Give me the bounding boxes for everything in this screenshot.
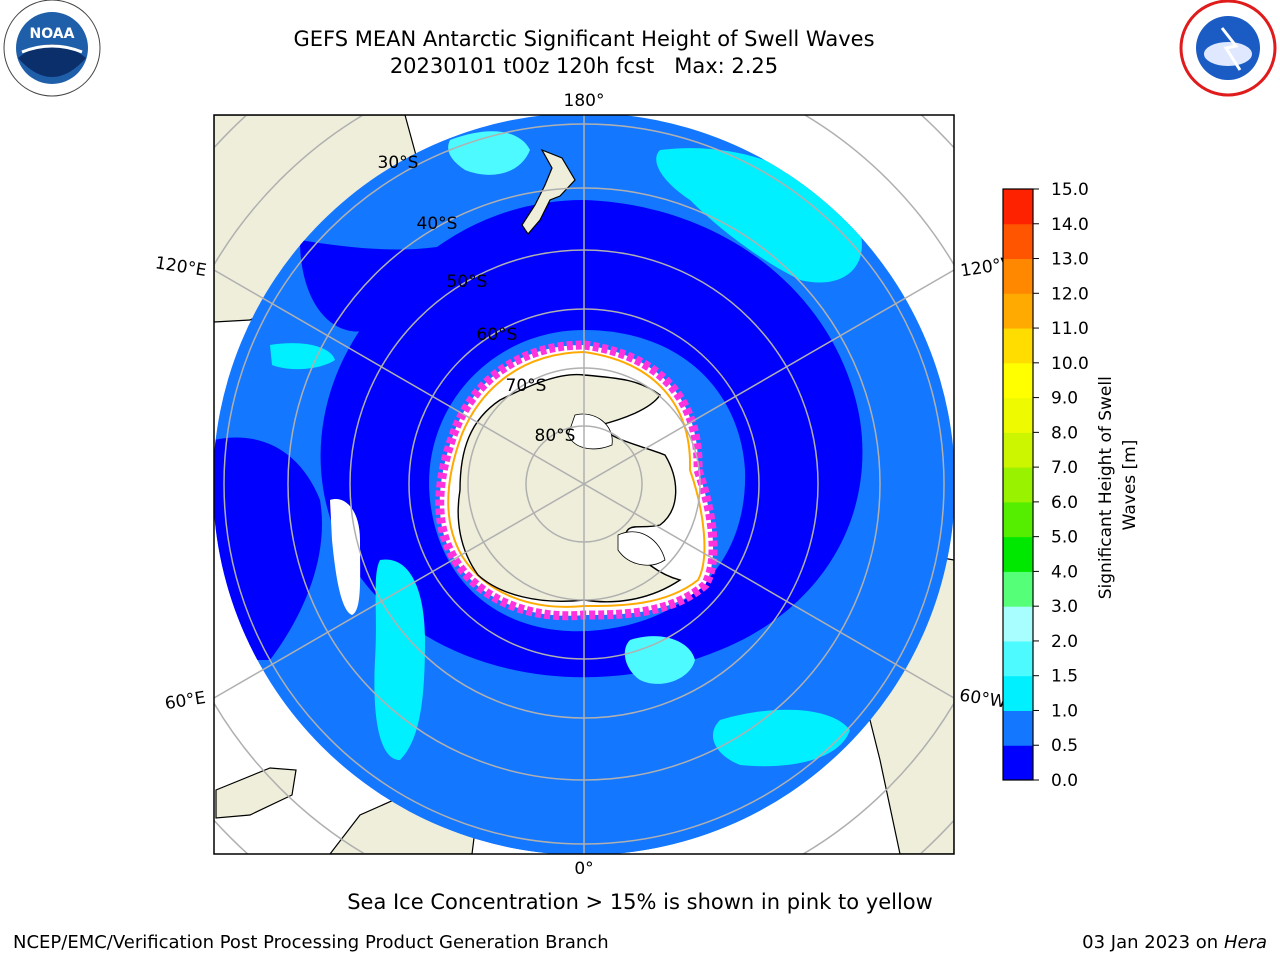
meridian-label-120e: 120°E xyxy=(154,253,208,281)
colorbar: 0.0 0.5 1.0 1.5 2.0 3.0 4.0 5.0 6.0 7.0 8.0 9.0 10.0… xyxy=(1002,180,1089,791)
colorbar-bin xyxy=(1003,258,1033,294)
colorbar-bin xyxy=(1003,432,1033,468)
colorbar-bin xyxy=(1003,467,1033,503)
machine-name: Hera xyxy=(1223,932,1267,953)
high-swell-pacific xyxy=(656,148,862,283)
colorbar-frame xyxy=(1002,188,1034,781)
colorbar-bin xyxy=(1003,223,1033,260)
colorbar-tick-label: 2.0 xyxy=(1051,632,1078,652)
new-zealand-landmass xyxy=(521,148,576,235)
meridian-label-180: 180° xyxy=(564,91,605,111)
colorbar-bin xyxy=(1003,362,1033,399)
colorbar-tick-label: 13.0 xyxy=(1051,250,1089,270)
colorbar-bin xyxy=(1003,571,1033,607)
ross-ice-shelf xyxy=(567,413,613,450)
colorbar-bin xyxy=(1003,189,1033,225)
colorbar-bin xyxy=(1003,675,1033,711)
low-swell-band-outer xyxy=(300,238,528,332)
colorbar-tick-label: 14.0 xyxy=(1051,215,1089,235)
date-text: 03 Jan 2023 on xyxy=(1082,932,1219,953)
date-stamp: 03 Jan 2023 on Hera xyxy=(1082,932,1267,953)
meridian-label-60w: 60°W xyxy=(958,686,1008,713)
colorbar-label-line1: Significant Height of Swell xyxy=(1096,376,1116,599)
colorbar-tick-label: 9.0 xyxy=(1051,389,1078,409)
colorbar-tick-label: 8.0 xyxy=(1051,423,1078,443)
colorbar-tick-label: 11.0 xyxy=(1051,319,1089,339)
high-swell-atlantic xyxy=(712,709,850,767)
parallel-label-30s: 30°S xyxy=(378,153,419,173)
colorbar-tick-label: 0.5 xyxy=(1051,736,1078,756)
parallel-label-70s: 70°S xyxy=(506,376,547,396)
meridian-label-60e: 60°E xyxy=(163,688,207,714)
parallel-label-80s: 80°S xyxy=(535,426,576,446)
madagascar-landmass xyxy=(215,767,297,819)
colorbar-tick-label: 12.0 xyxy=(1051,284,1089,304)
parallel-label-40s: 40°S xyxy=(417,214,458,234)
noaa-logo-text: NOAA xyxy=(30,26,75,42)
chart-title: GEFS MEAN Antarctic Significant Height o… xyxy=(293,27,875,51)
colorbar-tick-label: 1.0 xyxy=(1051,701,1078,721)
colorbar-bin xyxy=(1003,536,1033,572)
high-swell-tasman xyxy=(448,131,530,175)
colorbar-bin xyxy=(1003,501,1033,538)
colorbar-bin xyxy=(1003,293,1033,329)
credit-text: NCEP/EMC/Verification Post Processing Pr… xyxy=(13,932,609,953)
colorbar-tick-label: 0.0 xyxy=(1051,771,1078,791)
colorbar-label: Significant Height of Swell Waves [m] xyxy=(1096,371,1140,600)
colorbar-tick-label: 1.5 xyxy=(1051,667,1078,687)
low-swell-band-west xyxy=(214,437,322,660)
parallel-label-50s: 50°S xyxy=(447,272,488,292)
nws-logo xyxy=(1179,0,1277,97)
colorbar-bin xyxy=(1003,640,1033,677)
graticule xyxy=(214,115,954,854)
sea-ice-note: Sea Ice Concentration > 15% is shown in … xyxy=(347,890,933,914)
colorbar-bin xyxy=(1003,397,1033,433)
colorbar-tick-label: 10.0 xyxy=(1051,354,1089,374)
colorbar-tick-label: 4.0 xyxy=(1051,562,1078,582)
colorbar-bin xyxy=(1003,328,1033,364)
colorbar-tick-label: 6.0 xyxy=(1051,493,1078,513)
high-swell-south-pacific xyxy=(624,636,695,684)
ice-floe-patch xyxy=(330,499,361,615)
weddell-ice-shelf xyxy=(617,531,666,566)
high-swell-west xyxy=(270,343,335,370)
noaa-logo: NOAA xyxy=(3,0,101,97)
colorbar-bin xyxy=(1003,710,1033,746)
colorbar-tick-label: 3.0 xyxy=(1051,597,1078,617)
colorbar-tick-label: 7.0 xyxy=(1051,458,1078,478)
colorbar-tick-label: 15.0 xyxy=(1051,180,1089,200)
colorbar-tick-label: 5.0 xyxy=(1051,528,1078,548)
colorbar-bin xyxy=(1003,606,1033,642)
parallel-label-60s: 60°S xyxy=(477,325,518,345)
meridian-label-0: 0° xyxy=(574,859,593,879)
colorbar-label-line2: Waves [m] xyxy=(1120,440,1140,531)
chart-subtitle: 20230101 t00z 120h fcst Max: 2.25 xyxy=(389,54,779,78)
map-border xyxy=(213,114,955,855)
colorbar-bin xyxy=(1003,745,1033,781)
